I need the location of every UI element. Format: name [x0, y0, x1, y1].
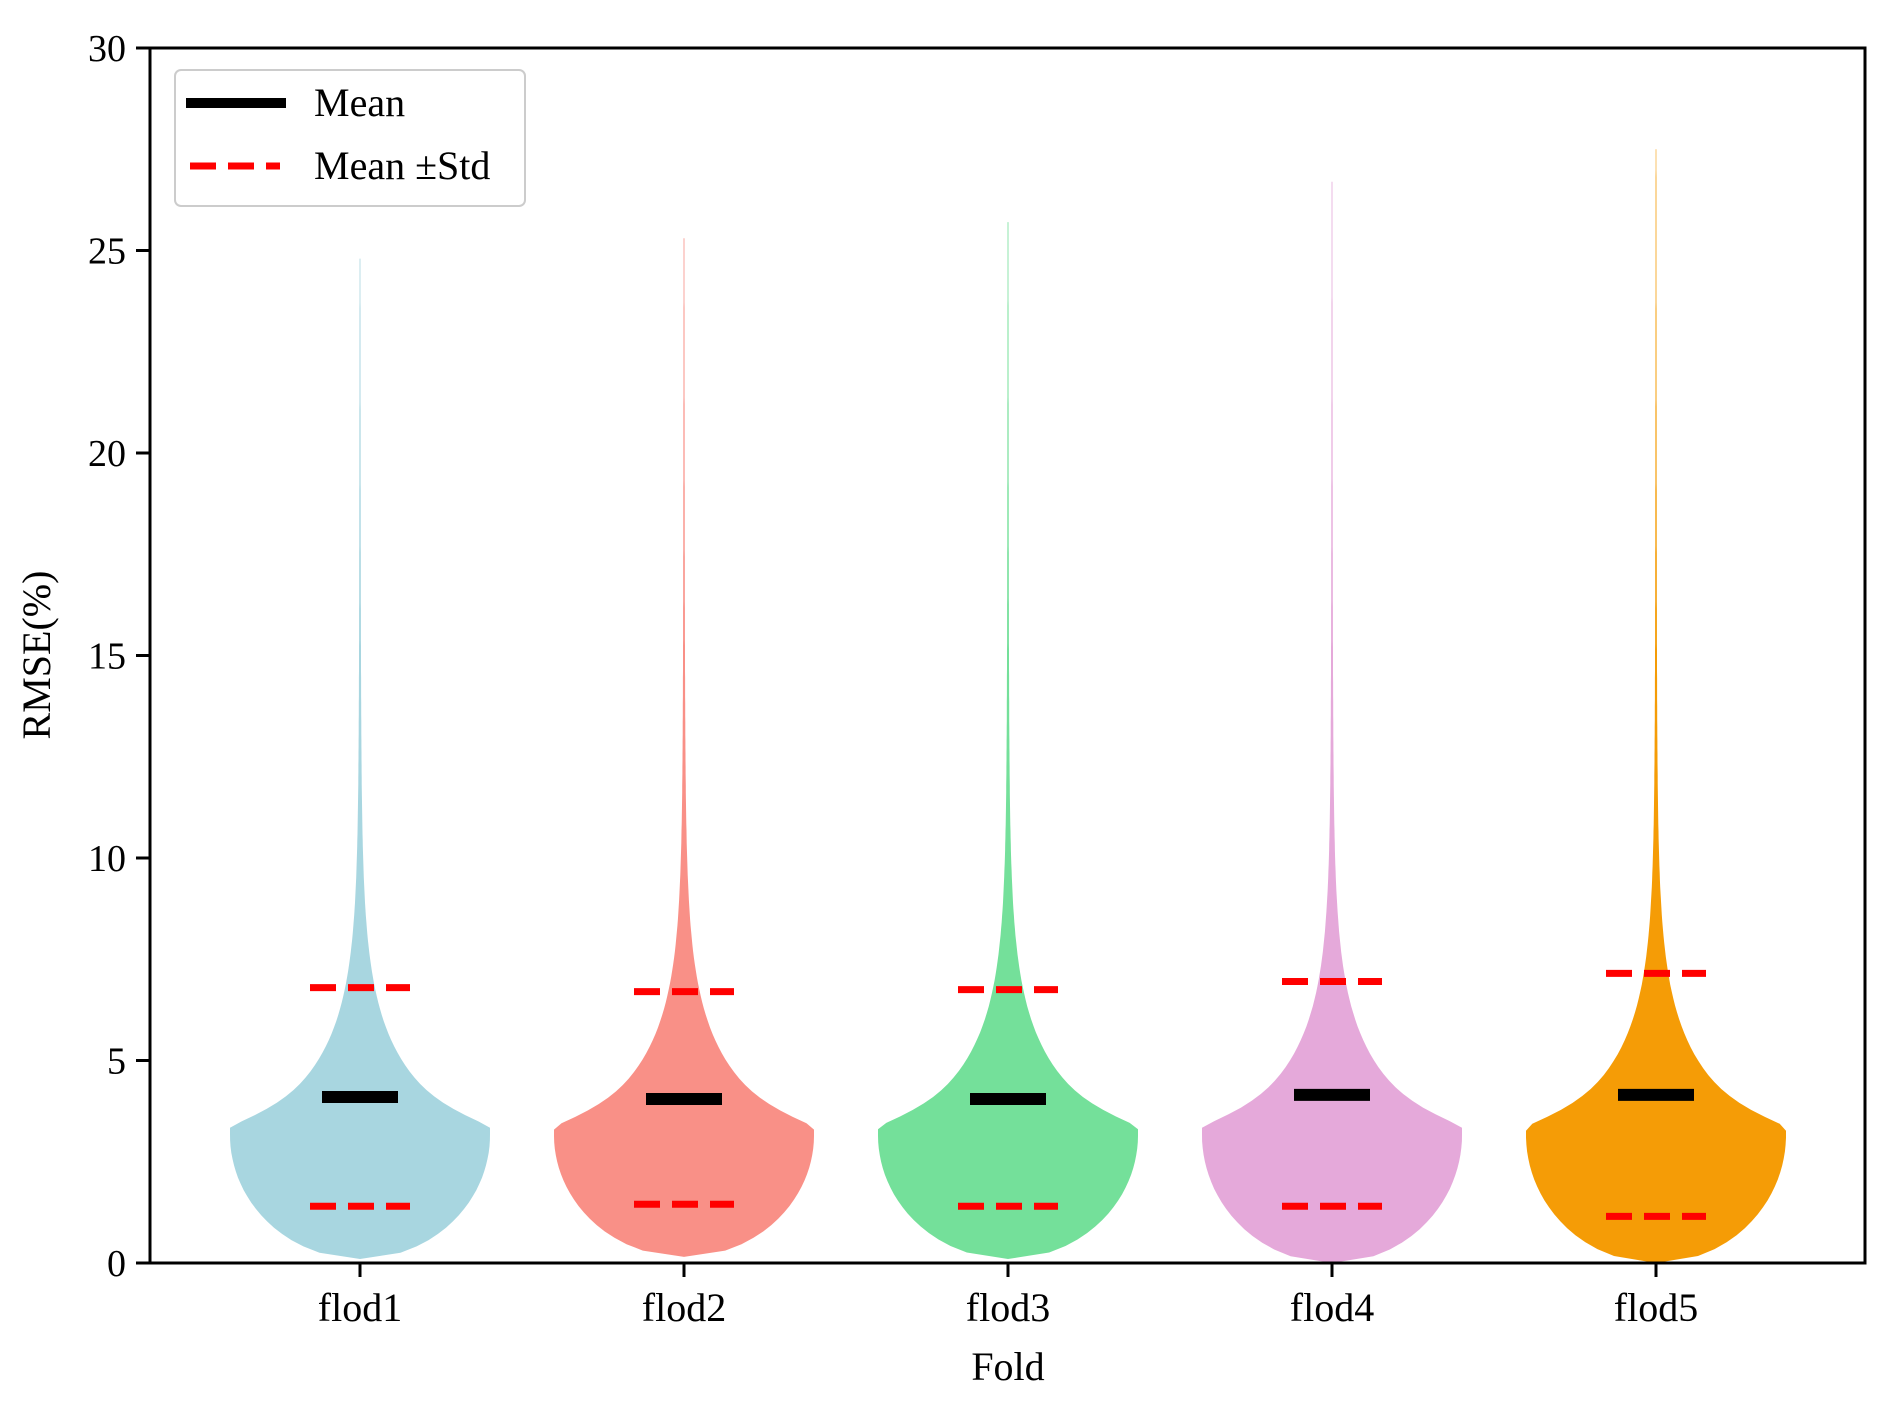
y-tick-label: 5 — [107, 1041, 126, 1083]
y-tick-label: 10 — [88, 838, 126, 880]
y-tick-label: 20 — [88, 433, 126, 475]
x-tick-label: flod3 — [966, 1285, 1050, 1330]
violin-flod2 — [554, 238, 814, 1257]
x-tick-label: flod1 — [318, 1285, 402, 1330]
y-axis: 0 5 10 15 20 25 30 — [88, 28, 150, 1285]
legend-mean-label: Mean — [314, 80, 405, 125]
y-tick-label: 25 — [88, 231, 126, 273]
y-tick-label: 0 — [107, 1243, 126, 1285]
x-tick-label: flod4 — [1290, 1285, 1374, 1330]
markers-layer — [310, 969, 1706, 1220]
violins-layer — [230, 149, 1786, 1264]
y-tick-label: 30 — [88, 28, 126, 70]
legend: Mean Mean ±Std — [174, 69, 526, 207]
violin-flod3 — [878, 222, 1138, 1260]
x-tick-label: flod5 — [1614, 1285, 1698, 1330]
x-axis-label: Fold — [971, 1344, 1044, 1389]
legend-std-label: Mean ±Std — [314, 143, 490, 188]
x-axis: flod1 flod2 flod3 flod4 flod5 — [318, 1263, 1698, 1330]
violin-flod4 — [1202, 181, 1462, 1264]
violin-flod1 — [230, 258, 490, 1260]
violin-flod5 — [1526, 149, 1786, 1263]
x-tick-label: flod2 — [642, 1285, 726, 1330]
y-axis-label: RMSE(%) — [14, 571, 59, 740]
y-tick-label: 15 — [88, 636, 126, 678]
